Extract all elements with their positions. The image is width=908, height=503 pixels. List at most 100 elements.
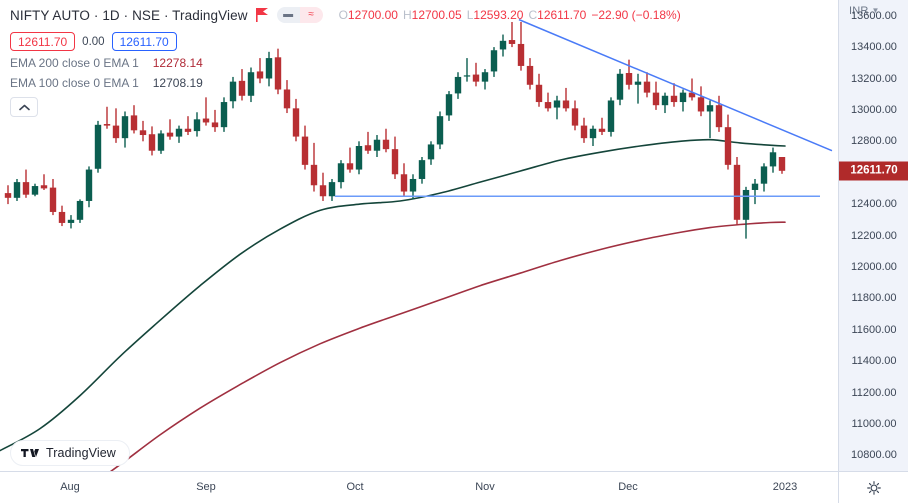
time-axis-tick: Dec	[618, 481, 638, 493]
candlestick	[688, 78, 696, 101]
candlestick	[265, 51, 273, 87]
candlestick	[625, 59, 633, 90]
candlestick	[274, 48, 282, 95]
candlestick	[526, 58, 534, 90]
bid-price-badge[interactable]: 12611.70	[111, 32, 177, 51]
ohlc-close-key: C	[528, 8, 538, 22]
gear-icon	[866, 480, 881, 495]
candlestick-chart-svg	[0, 18, 833, 471]
flag-icon[interactable]	[255, 7, 269, 23]
candlestick	[319, 172, 327, 201]
candlestick	[544, 92, 552, 112]
candlestick	[22, 169, 30, 198]
candlestick	[706, 100, 714, 139]
ema-100-line	[0, 138, 786, 452]
current-price-badge[interactable]: 12611.70	[839, 161, 908, 181]
candlestick	[427, 141, 435, 165]
candlestick	[85, 166, 93, 208]
last-price-badge[interactable]: 12611.70	[10, 32, 76, 51]
candlestick	[247, 67, 255, 103]
candlestick	[355, 141, 363, 175]
candlestick	[445, 91, 453, 121]
candlestick	[76, 199, 84, 223]
candlestick	[634, 73, 642, 104]
candlestick	[139, 120, 147, 142]
candlestick	[364, 131, 372, 154]
price-axis-tick: 13600.00	[851, 9, 897, 22]
candlestick	[58, 205, 66, 227]
chart-style-toggle[interactable]: ▬ ≈	[276, 7, 323, 23]
tradingview-watermark[interactable]: TradingView	[10, 440, 130, 466]
chevron-up-icon	[18, 104, 30, 110]
ohlc-close-value: 12611.70	[537, 8, 587, 22]
candlestick	[148, 126, 156, 156]
price-axis-tick: 12200.00	[851, 229, 897, 242]
candlestick	[472, 62, 480, 87]
price-axis-tick: 13200.00	[851, 72, 897, 85]
candlestick	[724, 114, 732, 170]
chart-settings-button[interactable]	[838, 472, 908, 503]
price-delta: 0.00	[82, 35, 105, 48]
candlestick	[328, 178, 336, 201]
candlestick	[742, 186, 750, 239]
time-axis[interactable]: Aug Sep Oct Nov Dec 2023	[0, 471, 908, 503]
currency-selector[interactable]: INR ▼	[849, 5, 880, 17]
candlestick	[337, 160, 345, 189]
candlestick	[301, 125, 309, 170]
indicator-ema-200[interactable]: EMA 200 close 0 EMA 1 12278.14	[10, 53, 681, 72]
candlestick	[256, 58, 264, 84]
candlestick	[535, 73, 543, 107]
candlestick	[211, 109, 219, 132]
candlestick	[40, 174, 48, 190]
candlestick	[670, 83, 678, 107]
candlestick	[31, 183, 39, 197]
candlestick	[616, 69, 624, 106]
time-axis-tick: Aug	[60, 481, 80, 493]
indicator-ema-100[interactable]: EMA 100 close 0 EMA 1 12708.19	[10, 73, 681, 92]
price-axis-tick: 11400.00	[851, 355, 897, 368]
price-badge-row: 12611.70 0.00 12611.70	[10, 31, 681, 52]
ohlc-change: −22.90 (−0.18%)	[591, 8, 681, 22]
price-axis-tick: 13000.00	[851, 103, 897, 116]
candlestick	[166, 119, 174, 140]
candlestick	[193, 112, 201, 137]
candlestick	[508, 21, 516, 48]
toggle-tilde-icon[interactable]: ≈	[299, 7, 323, 23]
ohlc-high-value: 12700.05	[411, 8, 462, 22]
chart-plot-area[interactable]	[0, 0, 838, 471]
price-axis-tick: 11800.00	[851, 292, 897, 305]
ohlc-open-key: O	[338, 8, 348, 22]
candlestick	[778, 157, 786, 174]
price-axis-tick: 13400.00	[851, 41, 897, 54]
price-axis[interactable]: INR ▼ 13600.00 13400.00 13200.00 13000.00 12…	[838, 0, 908, 471]
candlestick	[499, 34, 507, 57]
drawings-layer[interactable]	[335, 18, 833, 198]
time-axis-tick: Sep	[196, 481, 216, 493]
candlestick	[562, 87, 570, 112]
candlestick	[67, 215, 75, 229]
indicator-ema-200-value: 12278.14	[152, 55, 203, 70]
candlestick	[121, 111, 129, 148]
candlestick	[220, 97, 228, 132]
price-axis-tick: 12800.00	[851, 135, 897, 148]
candlestick	[157, 130, 165, 154]
ema-200-line	[109, 221, 786, 471]
legend-collapse-button[interactable]	[10, 97, 38, 117]
candlestick	[769, 147, 777, 173]
ohlc-values: O12700.00 H12700.05 L12593.20 C12611.70 −22.…	[339, 8, 681, 22]
candlestick	[436, 111, 444, 150]
candlestick	[517, 21, 525, 71]
candlestick	[715, 95, 723, 132]
candlestick	[580, 117, 588, 143]
toggle-minus-icon[interactable]: ▬	[276, 7, 300, 23]
tradingview-logo-icon	[21, 449, 39, 457]
symbol-title[interactable]: NIFTY AUTO · 1D · NSE · TradingView	[10, 7, 248, 23]
price-axis-tick: 11000.00	[851, 417, 897, 430]
candlestick	[679, 89, 687, 112]
candlestick	[202, 97, 210, 126]
ohlc-low-value: 12593.20	[473, 8, 524, 22]
descending-resistance[interactable]	[518, 18, 833, 152]
candlestick	[490, 47, 498, 77]
candlestick	[103, 106, 111, 129]
watermark-label: TradingView	[46, 446, 116, 460]
